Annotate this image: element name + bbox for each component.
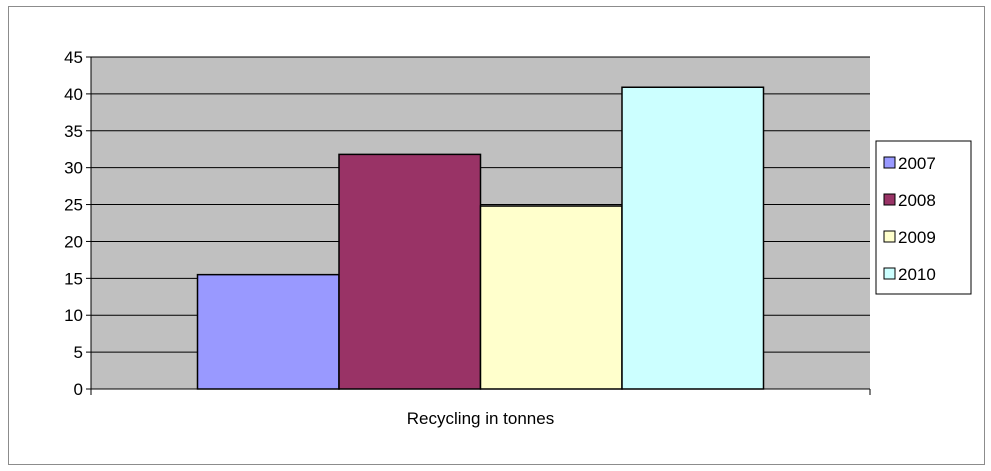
legend-swatch-2010 — [883, 267, 896, 280]
bar-2008 — [338, 153, 482, 390]
plot-area: 0 5 10 15 20 25 30 35 40 45 Recycling in tonnes — [64, 48, 871, 428]
legend-swatch-2007 — [883, 156, 896, 169]
legend-swatch-2009 — [883, 230, 896, 243]
y-tick-label: 45 — [64, 48, 83, 67]
legend-label-2007: 2007 — [898, 154, 936, 173]
legend-label-2010: 2010 — [898, 265, 936, 284]
legend-label-2008: 2008 — [898, 191, 936, 210]
y-tick-label: 35 — [64, 122, 83, 141]
y-tick-label: 25 — [64, 196, 83, 215]
legend: 2007 2008 2009 2010 — [875, 140, 972, 295]
x-category-label: Recycling in tonnes — [407, 409, 554, 428]
bar-2009 — [479, 205, 623, 390]
y-tick-label: 5 — [74, 343, 83, 362]
y-tick-label: 10 — [64, 306, 83, 325]
y-tick-label: 15 — [64, 269, 83, 288]
y-tick-label: 30 — [64, 159, 83, 178]
bar-2007 — [196, 273, 340, 390]
legend-swatch-2008 — [883, 193, 896, 206]
legend-label-2009: 2009 — [898, 228, 936, 247]
y-tick-label: 0 — [74, 380, 83, 399]
y-tick-label: 20 — [64, 232, 83, 251]
y-tick-label: 40 — [64, 85, 83, 104]
bar-2010 — [621, 86, 765, 390]
